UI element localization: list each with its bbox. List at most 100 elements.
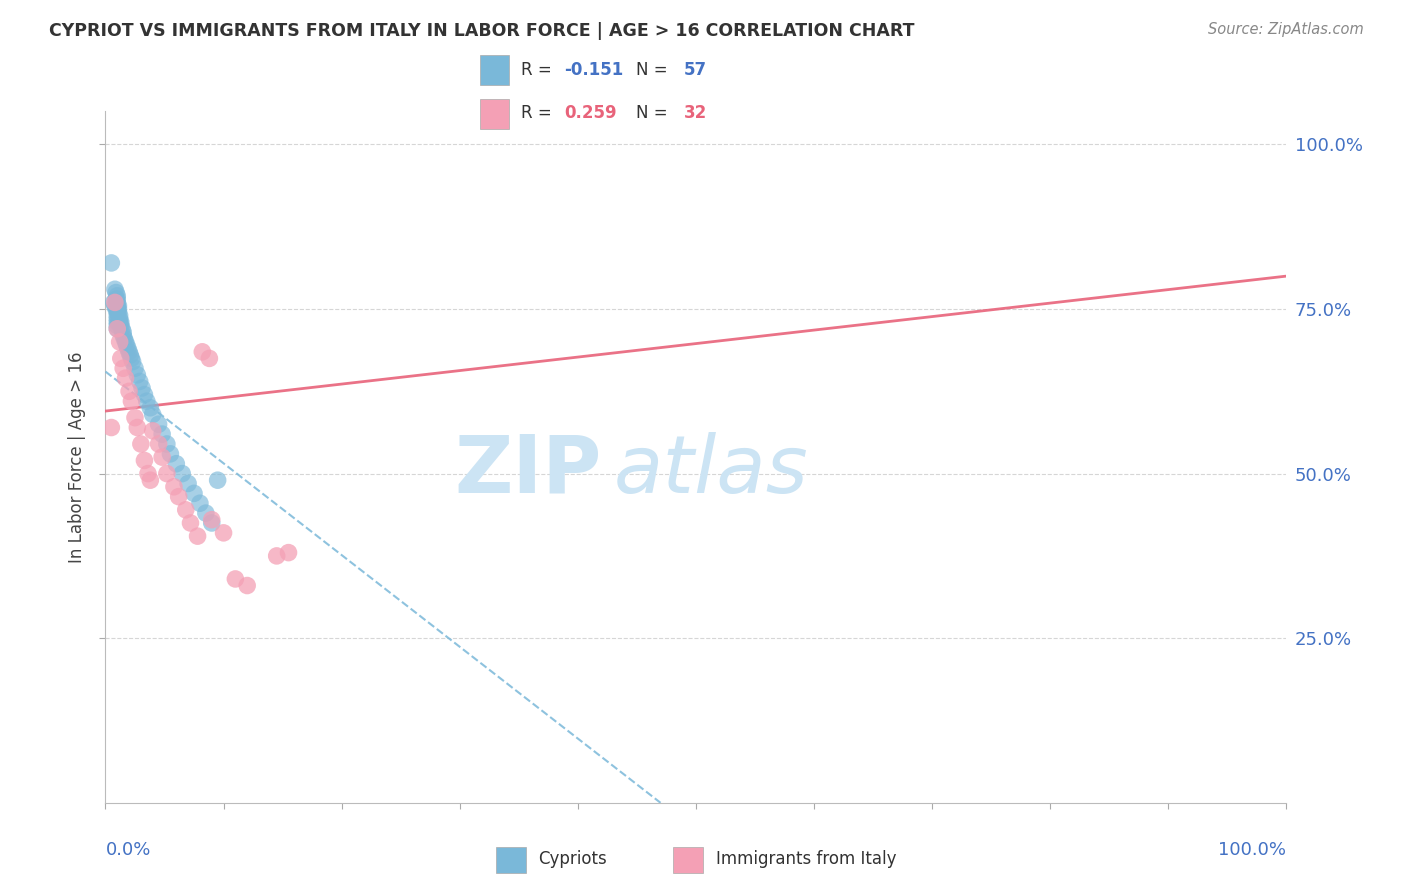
Point	[201, 516, 224, 530]
Point	[100, 256, 122, 270]
Point	[150, 427, 173, 442]
Point	[172, 467, 194, 481]
Point	[142, 424, 165, 438]
Point	[105, 322, 128, 336]
Point	[131, 381, 153, 395]
Point	[187, 529, 209, 543]
Point	[124, 361, 146, 376]
Point	[118, 344, 141, 359]
Point	[212, 525, 235, 540]
Point	[105, 305, 128, 319]
Point	[201, 513, 224, 527]
Point	[139, 401, 162, 415]
Point	[105, 292, 128, 306]
Point	[129, 437, 152, 451]
Text: Source: ZipAtlas.com: Source: ZipAtlas.com	[1208, 22, 1364, 37]
Point	[105, 301, 128, 316]
Point	[139, 473, 162, 487]
Point	[236, 578, 259, 592]
Point	[128, 375, 150, 389]
Point	[120, 351, 142, 366]
Point	[127, 420, 149, 434]
Point	[105, 315, 128, 329]
Point	[121, 354, 143, 368]
Point	[224, 572, 246, 586]
Point	[198, 351, 221, 366]
Point	[194, 506, 217, 520]
Y-axis label: In Labor Force | Age > 16: In Labor Force | Age > 16	[67, 351, 86, 563]
Point	[120, 394, 142, 409]
Point	[111, 322, 134, 336]
Point	[114, 334, 136, 349]
Point	[105, 295, 128, 310]
Point	[107, 305, 129, 319]
Text: N =: N =	[637, 61, 673, 78]
Point	[108, 315, 131, 329]
Text: ZIP: ZIP	[454, 432, 602, 510]
Point	[107, 299, 129, 313]
Point	[108, 334, 131, 349]
Text: Cypriots: Cypriots	[538, 849, 607, 868]
Point	[174, 503, 197, 517]
Text: 0.259: 0.259	[564, 104, 617, 122]
Text: 0.0%: 0.0%	[105, 841, 150, 859]
Point	[266, 549, 288, 563]
Point	[105, 309, 128, 323]
Point	[127, 368, 149, 382]
Point	[124, 410, 146, 425]
Text: -0.151: -0.151	[564, 61, 623, 78]
Text: N =: N =	[637, 104, 673, 122]
Point	[105, 322, 128, 336]
Point	[104, 295, 127, 310]
Text: R =: R =	[522, 104, 557, 122]
Point	[188, 496, 211, 510]
Point	[207, 473, 229, 487]
Point	[114, 371, 136, 385]
Point	[179, 516, 201, 530]
Text: atlas: atlas	[613, 432, 808, 510]
Point	[277, 546, 299, 560]
Point	[156, 467, 179, 481]
Text: R =: R =	[522, 61, 557, 78]
Point	[105, 299, 128, 313]
Point	[110, 315, 132, 329]
Point	[112, 328, 135, 343]
Text: 57: 57	[683, 61, 707, 78]
Point	[112, 332, 135, 346]
Point	[183, 486, 205, 500]
Point	[110, 351, 132, 366]
Point	[134, 453, 156, 467]
Bar	[673, 847, 703, 872]
Bar	[496, 847, 526, 872]
Point	[136, 467, 159, 481]
Point	[108, 312, 131, 326]
Text: 32: 32	[683, 104, 707, 122]
Point	[150, 450, 173, 464]
Point	[120, 348, 142, 362]
Point	[142, 408, 165, 422]
Text: CYPRIOT VS IMMIGRANTS FROM ITALY IN LABOR FORCE | AGE > 16 CORRELATION CHART: CYPRIOT VS IMMIGRANTS FROM ITALY IN LABO…	[49, 22, 915, 40]
Point	[107, 301, 129, 316]
Point	[118, 384, 141, 399]
Point	[112, 325, 135, 339]
Text: 100.0%: 100.0%	[1219, 841, 1286, 859]
Point	[177, 476, 200, 491]
Point	[108, 309, 131, 323]
Point	[105, 312, 128, 326]
Text: Immigrants from Italy: Immigrants from Italy	[716, 849, 896, 868]
Point	[134, 387, 156, 401]
Point	[105, 285, 128, 300]
Point	[112, 361, 135, 376]
Point	[100, 420, 122, 434]
Point	[103, 295, 125, 310]
Point	[105, 289, 128, 303]
Point	[167, 490, 190, 504]
Point	[104, 299, 127, 313]
Point	[104, 282, 127, 296]
Bar	[479, 99, 509, 129]
Point	[191, 344, 214, 359]
Point	[156, 437, 179, 451]
Point	[105, 292, 128, 306]
Point	[165, 457, 187, 471]
Bar	[479, 55, 509, 85]
